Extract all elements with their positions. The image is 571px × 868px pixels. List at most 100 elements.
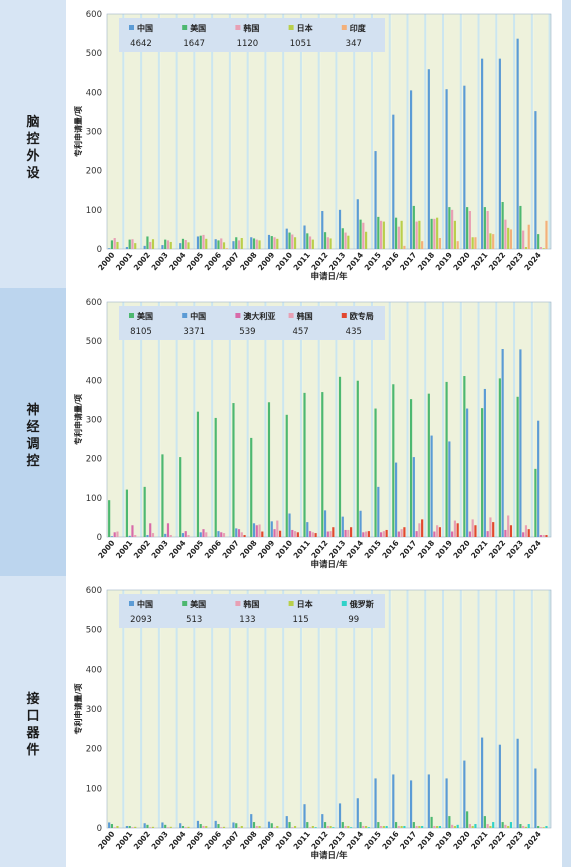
bar-日本-2001 — [134, 826, 137, 828]
plot-band — [337, 302, 356, 537]
plot-band — [124, 302, 143, 537]
bar-韩国-2011 — [308, 827, 312, 828]
plot-band — [266, 302, 285, 537]
plot-band — [515, 14, 534, 249]
x-tick-label: 2020 — [451, 251, 471, 273]
x-tick-label: 2003 — [149, 251, 169, 273]
bar-日本-2008 — [258, 240, 261, 249]
legend-total: 3371 — [183, 327, 205, 337]
bar-美国-2002 — [146, 236, 149, 249]
plot-frame — [106, 301, 552, 538]
bar-印度-2022 — [509, 229, 513, 249]
plot-band — [479, 14, 498, 249]
legend-swatch — [129, 601, 134, 606]
bar-中国-2024 — [537, 420, 540, 537]
bar-日本-2020 — [471, 237, 474, 249]
bar-日本-2016 — [400, 220, 403, 249]
bar-韩国-2015 — [380, 220, 383, 249]
bar-日本-2011 — [311, 826, 314, 828]
bar-韩国-2003 — [169, 535, 172, 537]
bar-欧专局-2010 — [296, 532, 299, 537]
bar-中国-2022 — [498, 744, 501, 828]
y-tick-label: 200 — [86, 745, 102, 755]
bar-美国-2018 — [430, 816, 433, 828]
bar-中国-2011 — [306, 522, 309, 537]
bar-美国-2016 — [394, 822, 398, 828]
plot-band — [178, 14, 196, 249]
legend-name: 中国 — [137, 23, 153, 33]
bar-美国-2020 — [463, 376, 466, 537]
bar-美国-2015 — [377, 822, 380, 828]
panel-edge — [562, 288, 571, 576]
x-tick-label: 2019 — [434, 830, 454, 852]
bar-美国-2015 — [374, 408, 377, 537]
x-axis-label: 申请日/年 — [310, 271, 348, 282]
x-tick-label: 2022 — [487, 539, 507, 561]
bar-chart-brain-peripherals: 0100200300400500600专利申请量/项20002001200220… — [73, 10, 552, 282]
bar-中国-2012 — [321, 814, 324, 828]
bar-印度-2017 — [421, 241, 424, 249]
bar-澳大利亚-2009 — [273, 529, 276, 537]
plot-band — [249, 302, 267, 537]
x-tick-label: 2005 — [185, 251, 205, 273]
plot-band — [284, 302, 303, 537]
bar-澳大利亚-2021 — [486, 531, 489, 537]
bar-日本-2021 — [489, 233, 492, 249]
bar-澳大利亚-2005 — [202, 529, 205, 537]
x-tick-label: 2005 — [185, 830, 205, 852]
x-tick-label: 2010 — [274, 539, 294, 561]
bar-日本-2019 — [453, 220, 456, 249]
plot-band — [426, 14, 445, 249]
bar-美国-2021 — [483, 207, 486, 249]
bar-美国-2022 — [498, 378, 501, 537]
plot-band — [231, 14, 250, 249]
x-tick-label: 2005 — [185, 539, 205, 561]
x-tick-label: 2012 — [309, 830, 329, 852]
plot-band — [266, 590, 285, 828]
legend-name: 韩国 — [297, 311, 313, 321]
plot-band — [160, 302, 179, 537]
bar-澳大利亚-2019 — [451, 531, 454, 537]
plot-band — [213, 590, 232, 828]
legend-name: 中国 — [190, 311, 206, 321]
bar-澳大利亚-2000 — [113, 532, 116, 537]
legend-total: 115 — [292, 615, 308, 625]
bar-美国-2008 — [252, 238, 256, 249]
bar-美国-2009 — [267, 402, 271, 537]
bar-印度-2021 — [492, 234, 495, 249]
bar-中国-2010 — [288, 513, 291, 537]
bar-韩国-2021 — [486, 211, 489, 249]
bar-中国-2001 — [128, 535, 131, 537]
bar-日本-2012 — [329, 238, 332, 249]
bar-澳大利亚-2022 — [504, 529, 507, 537]
bar-美国-2014 — [356, 380, 359, 537]
bar-韩国-2005 — [202, 826, 205, 828]
bar-韩国-2007 — [240, 532, 243, 537]
bar-欧专局-2011 — [314, 533, 317, 537]
bar-日本-2004 — [187, 826, 190, 828]
legend-swatch — [235, 25, 241, 30]
x-tick-label: 2012 — [309, 251, 329, 273]
legend-swatch — [341, 313, 347, 318]
y-tick-label: 400 — [86, 88, 102, 98]
bar-韩国-2017 — [418, 523, 421, 537]
bar-日本-2003 — [169, 826, 172, 828]
plot-band — [320, 590, 338, 828]
bar-韩国-2018 — [433, 218, 436, 249]
bar-俄罗斯-2022 — [509, 822, 513, 828]
y-tick-label: 200 — [86, 167, 102, 177]
bar-美国-2014 — [359, 219, 362, 249]
chart-panel-1: 0 100 200 300 400 500 600 专利申请量/项 2000 2001 2002 20… — [71, 2, 561, 285]
y-tick-label: 300 — [86, 416, 102, 426]
bar-日本-2009 — [276, 826, 279, 828]
bar-美国-2002 — [143, 486, 146, 537]
bar-韩国-2019 — [453, 520, 456, 537]
plot-band — [337, 14, 356, 249]
plot-band — [479, 590, 498, 828]
legend-name: 日本 — [297, 599, 313, 609]
bar-中国-2022 — [501, 349, 504, 537]
bar-韩国-2022 — [507, 515, 510, 537]
bar-澳大利亚-2010 — [291, 529, 294, 537]
bar-欧专局-2024 — [545, 535, 548, 537]
bar-中国-2014 — [356, 199, 359, 249]
